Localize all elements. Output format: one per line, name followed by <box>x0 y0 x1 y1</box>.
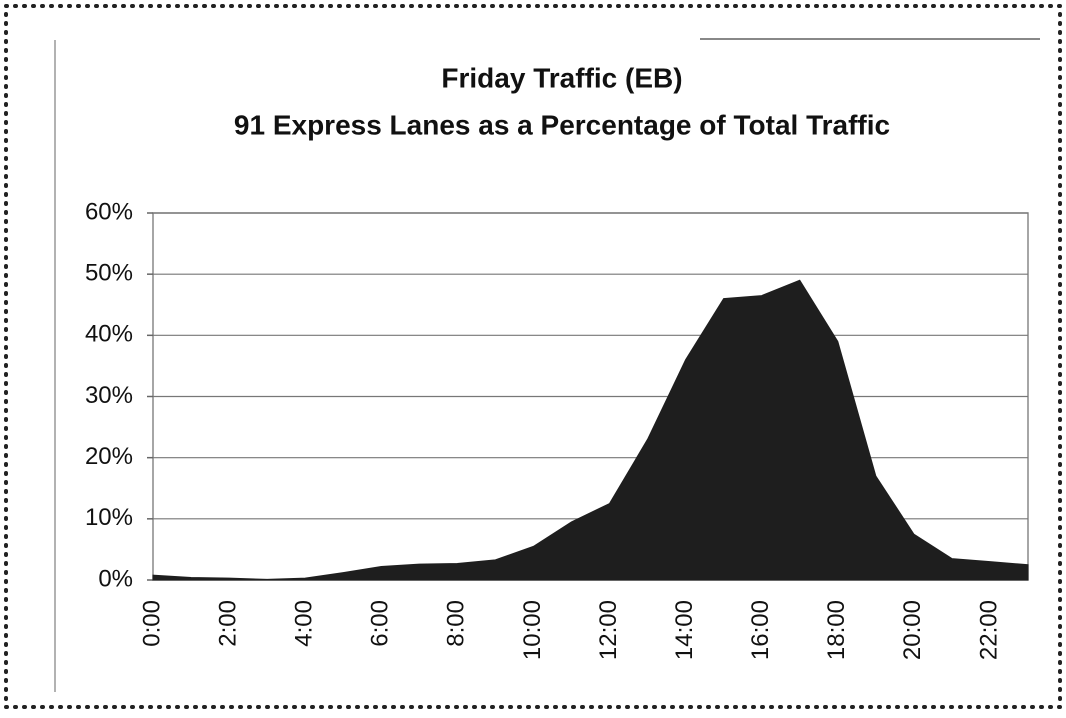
x-tick-label: 18:00 <box>823 600 850 660</box>
x-tick-label: 22:00 <box>975 600 1002 660</box>
x-tick-label: 20:00 <box>899 600 926 660</box>
chart-subtitle: 91 Express Lanes as a Percentage of Tota… <box>234 109 890 140</box>
x-tick-label: 0:00 <box>138 600 165 647</box>
x-tick-label: 16:00 <box>747 600 774 660</box>
y-tick-label: 0% <box>98 565 133 592</box>
y-tick-label: 50% <box>85 260 133 287</box>
area <box>152 279 1029 581</box>
y-tick-label: 60% <box>85 198 133 225</box>
chart-title: Friday Traffic (EB) <box>441 62 682 93</box>
y-tick-label: 10% <box>85 504 133 531</box>
y-tick-label: 30% <box>85 382 133 409</box>
x-tick-label: 10:00 <box>519 600 546 660</box>
x-tick-label: 14:00 <box>671 600 698 660</box>
x-tick-label: 12:00 <box>595 600 622 660</box>
x-tick-label: 6:00 <box>367 600 394 647</box>
y-tick-label: 20% <box>85 443 133 470</box>
x-tick-label: 2:00 <box>214 600 241 647</box>
x-tick-label: 4:00 <box>291 600 318 647</box>
y-tick-label: 40% <box>85 321 133 348</box>
page-border <box>4 4 1062 709</box>
x-tick-label: 8:00 <box>443 600 470 647</box>
